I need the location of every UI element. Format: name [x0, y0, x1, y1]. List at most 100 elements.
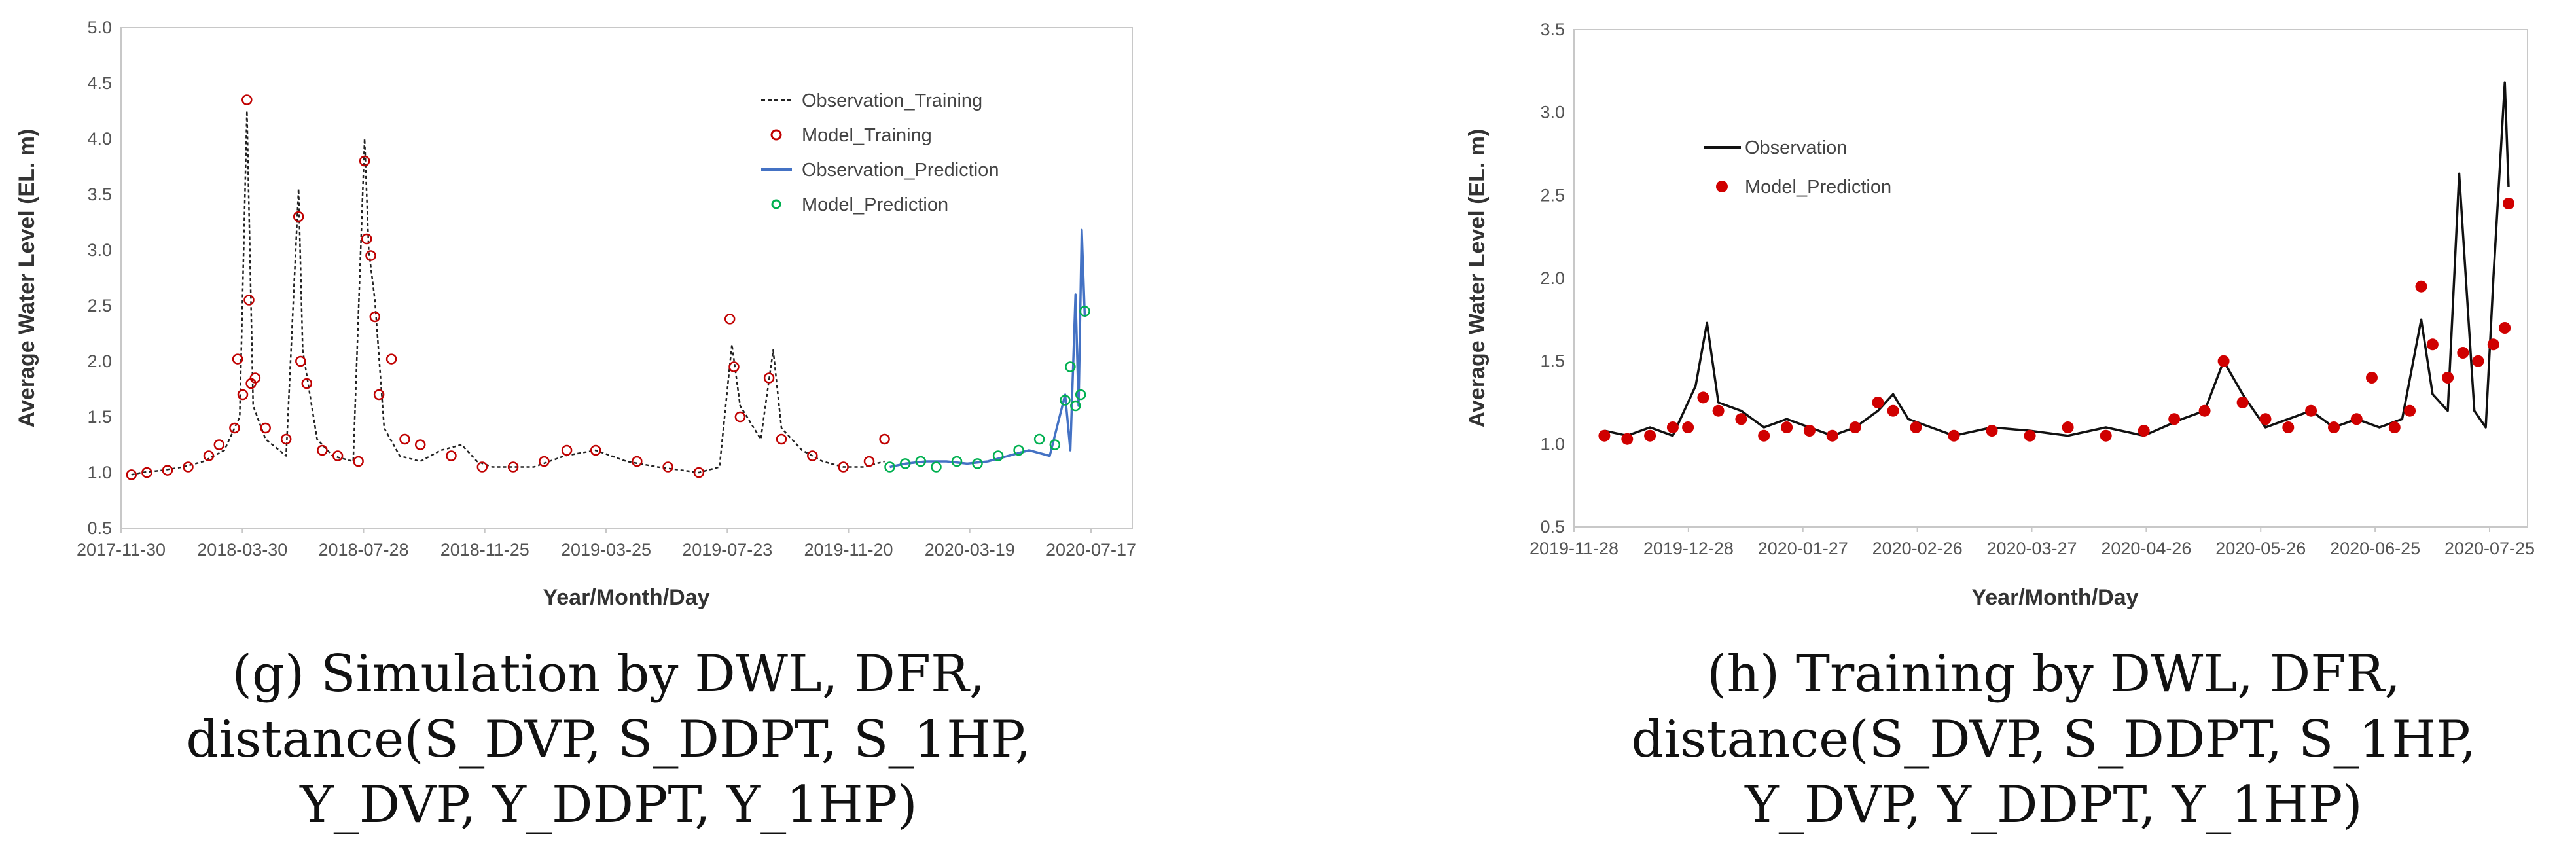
data-point-model-prediction: [2388, 421, 2401, 433]
data-point-model-training: [399, 433, 410, 445]
data-point-model-prediction: [1644, 429, 1656, 442]
x-axis-title: Year/Month/Day: [543, 585, 709, 610]
x-tick-label: 2019-11-28: [1530, 539, 1619, 558]
data-point-model-training: [807, 450, 818, 461]
data-point-model-training: [763, 372, 775, 384]
data-point-model-prediction: [931, 461, 942, 473]
data-point-model-prediction: [2062, 421, 2074, 433]
data-point-model-training: [280, 433, 292, 445]
data-point-model-training: [317, 444, 328, 456]
data-point-model-prediction: [1910, 421, 1922, 433]
y-tick-label: 1.5: [87, 407, 112, 427]
data-point-model-training: [237, 389, 249, 401]
data-point-model-training: [728, 361, 740, 372]
data-point-model-prediction: [1781, 421, 1793, 433]
caption-g: (g) Simulation by DWL, DFR, distance(S_D…: [118, 641, 1100, 838]
legend-swatch-model-prediction: [1716, 181, 1728, 192]
legend-label-observation: Observation: [1745, 137, 1847, 158]
data-point-model-prediction: [1033, 433, 1045, 445]
caption-h: (h) Training by DWL, DFR, distance(S_DVP…: [1563, 641, 2545, 838]
data-point-model-prediction: [2472, 355, 2484, 367]
data-point-model-training: [293, 211, 304, 223]
data-point-model-prediction: [2168, 413, 2181, 425]
caption-h-line-1: (h) Training by DWL, DFR,: [1707, 645, 2401, 704]
data-point-model-prediction: [1697, 391, 1709, 404]
data-point-model-prediction: [899, 458, 911, 469]
data-point-model-prediction: [2350, 413, 2363, 425]
data-point-model-prediction: [1986, 425, 1998, 437]
data-point-model-training: [232, 353, 243, 365]
data-point-model-prediction: [1735, 413, 1747, 425]
x-tick-label: 2020-03-19: [925, 540, 1015, 560]
data-point-model-prediction: [2236, 397, 2249, 408]
data-point-model-training: [369, 311, 381, 323]
data-point-model-training: [724, 314, 736, 325]
plot-area-border: [1573, 29, 2528, 528]
data-point-model-training: [693, 467, 705, 478]
data-point-model-prediction: [2503, 198, 2514, 209]
data-point-model-prediction: [2138, 425, 2150, 437]
data-point-model-training: [632, 456, 643, 467]
y-tick-label: 1.5: [1540, 351, 1565, 371]
x-tick-label: 2017-11-30: [77, 540, 166, 560]
x-tick-label: 2019-07-23: [682, 540, 772, 560]
data-point-model-prediction: [2282, 421, 2295, 433]
data-point-model-training: [229, 422, 240, 434]
data-point-model-prediction: [2426, 338, 2439, 351]
data-point-model-training: [539, 456, 550, 467]
x-tick-label: 2020-02-26: [1872, 539, 1963, 558]
y-tick-label: 2.5: [87, 296, 112, 315]
data-point-model-training: [734, 411, 746, 423]
data-point-model-prediction: [884, 461, 895, 473]
data-point-model-training: [361, 233, 372, 245]
data-point-model-prediction: [1013, 444, 1024, 456]
y-tick-label: 3.5: [1540, 20, 1565, 39]
x-tick-label: 2020-03-27: [1986, 539, 2077, 558]
data-point-model-prediction: [1682, 421, 1694, 433]
x-tick-label: 2020-05-26: [2215, 539, 2306, 558]
y-tick-label: 2.0: [87, 351, 112, 371]
y-axis-title: Average Water Level (EL. m): [1465, 129, 1490, 428]
caption-g-line-2: distance(S_DVP, S_DDPT, S_1HP,: [186, 710, 1031, 769]
y-tick-label: 2.5: [1540, 185, 1565, 205]
data-point-model-training: [301, 378, 313, 389]
x-tick-label: 2019-11-20: [804, 540, 893, 560]
data-point-model-prediction: [2217, 355, 2230, 367]
chart-panel-h: 0.5 1.0 1.5 2.0 2.5 3.0 3.5 2019-11-28 2019-12-…: [1288, 0, 2576, 860]
data-point-model-training: [507, 461, 519, 473]
chart-panel-g: 0.5 1.0 1.5 2.0 2.5 3.0 3.5 4.0 4.5 5.0 2017-11-3…: [14, 18, 1136, 838]
data-point-model-prediction: [1621, 433, 1634, 445]
y-tick-label: 1.0: [1540, 434, 1565, 454]
x-tick-label: 2018-03-30: [197, 540, 287, 560]
data-point-model-training: [365, 250, 376, 261]
y-tick-label: 3.0: [1540, 103, 1565, 122]
series-line-observation-prediction: [889, 228, 1086, 469]
data-point-model-prediction: [1065, 361, 1076, 372]
caption-h-line-2: distance(S_DVP, S_DDPT, S_1HP,: [1631, 710, 2477, 769]
data-point-model-prediction: [2442, 372, 2454, 384]
data-point-model-prediction: [2198, 404, 2211, 417]
y-tick-label: 2.0: [1540, 268, 1565, 288]
legend: Observation Model_Prediction: [1704, 137, 1891, 198]
data-point-model-training: [295, 355, 306, 367]
data-point-model-prediction: [1666, 421, 1679, 433]
data-point-model-prediction: [1826, 429, 1838, 442]
data-point-model-training: [879, 433, 890, 445]
data-point-model-training: [590, 444, 601, 456]
x-tick-label: 2019-03-25: [561, 540, 651, 560]
data-point-model-prediction: [1049, 439, 1061, 450]
data-point-model-prediction: [1060, 395, 1071, 406]
x-axis-title: Year/Month/Day: [1971, 585, 2138, 610]
data-point-model-training: [476, 461, 488, 473]
legend-label-model-prediction: Model_Prediction: [802, 194, 948, 215]
data-point-model-prediction: [972, 458, 983, 469]
legend-label-model-prediction: Model_Prediction: [1745, 177, 1891, 198]
data-point-model-training: [213, 439, 225, 450]
data-point-model-prediction: [2487, 338, 2499, 351]
y-tick-label: 3.0: [87, 240, 112, 260]
x-tick-label: 2018-07-28: [318, 540, 408, 560]
chart-h: 0.5 1.0 1.5 2.0 2.5 3.0 3.5 2019-11-28 2019-12-…: [1465, 20, 2535, 610]
y-tick-label: 1.0: [87, 463, 112, 482]
data-point-model-prediction: [1803, 425, 1816, 437]
y-tick-label: 4.0: [87, 129, 112, 149]
